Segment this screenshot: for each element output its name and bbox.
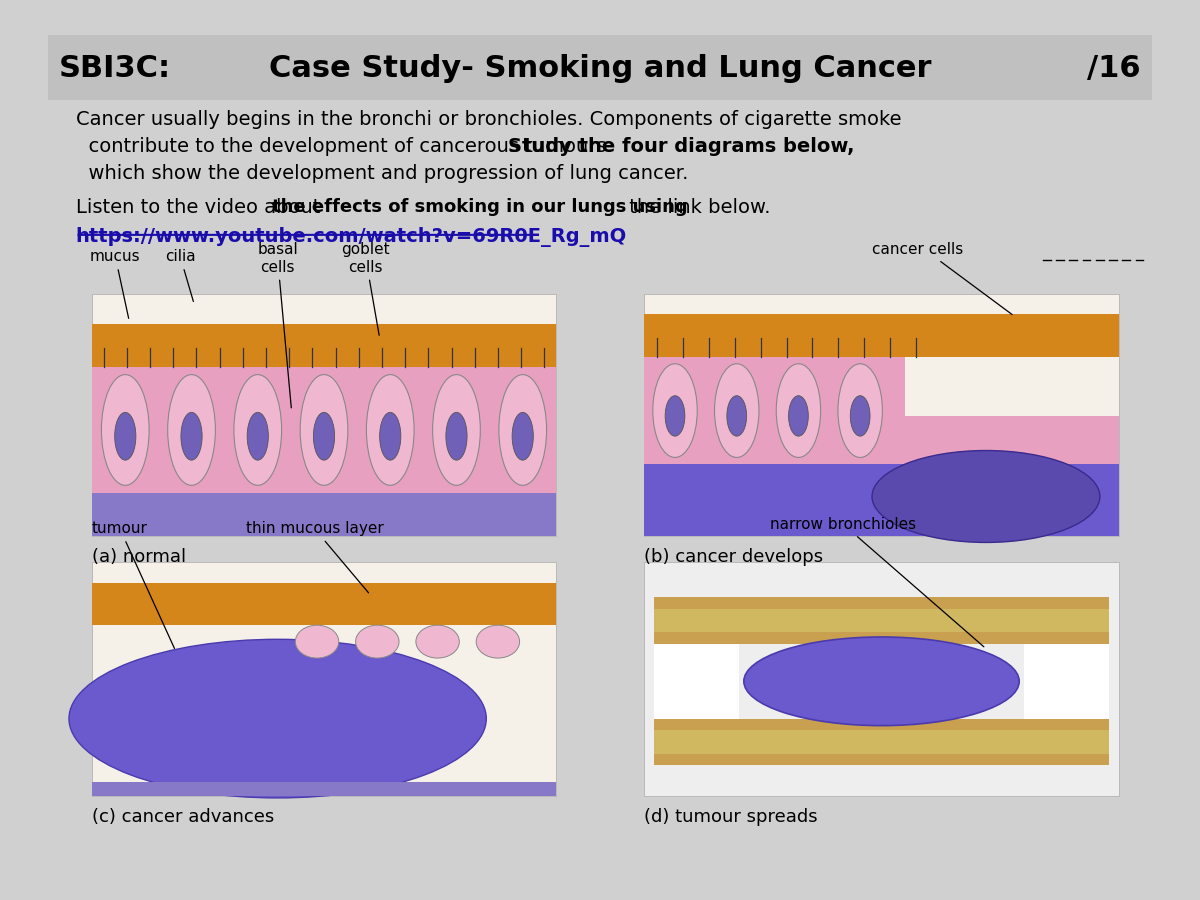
- Bar: [654, 718, 1109, 765]
- Ellipse shape: [851, 396, 870, 436]
- Ellipse shape: [313, 412, 335, 460]
- Ellipse shape: [727, 396, 746, 436]
- Ellipse shape: [499, 374, 546, 485]
- Ellipse shape: [776, 364, 821, 457]
- Bar: [644, 314, 1118, 357]
- Bar: [644, 357, 905, 464]
- Bar: [654, 609, 1109, 633]
- Ellipse shape: [433, 374, 480, 485]
- Bar: [92, 583, 556, 626]
- Text: Cancer usually begins in the bronchi or bronchioles. Components of cigarette smo: Cancer usually begins in the bronchi or …: [76, 111, 901, 130]
- Text: the link below.: the link below.: [623, 198, 770, 217]
- Ellipse shape: [168, 374, 215, 485]
- Bar: [92, 367, 556, 493]
- Text: (d) tumour spreads: (d) tumour spreads: [644, 807, 817, 825]
- Bar: [92, 781, 556, 796]
- Text: thin mucous layer: thin mucous layer: [246, 521, 384, 593]
- Bar: [654, 644, 739, 718]
- Ellipse shape: [68, 639, 486, 798]
- Bar: [92, 294, 556, 536]
- Ellipse shape: [512, 412, 533, 460]
- Ellipse shape: [744, 637, 1019, 725]
- Ellipse shape: [446, 412, 467, 460]
- Bar: [48, 35, 1152, 100]
- Bar: [1024, 644, 1109, 718]
- Ellipse shape: [181, 412, 202, 460]
- Ellipse shape: [788, 396, 809, 436]
- Ellipse shape: [476, 626, 520, 658]
- Ellipse shape: [714, 364, 758, 457]
- Text: Case Study- Smoking and Lung Cancer: Case Study- Smoking and Lung Cancer: [269, 54, 931, 83]
- Text: SBI3C:: SBI3C:: [59, 54, 172, 83]
- Ellipse shape: [247, 412, 269, 460]
- Text: mucus: mucus: [90, 249, 140, 319]
- Text: goblet
cells: goblet cells: [342, 242, 390, 336]
- Text: Listen to the video about: Listen to the video about: [76, 198, 326, 217]
- Ellipse shape: [355, 626, 400, 658]
- Bar: [92, 493, 556, 536]
- Bar: [92, 323, 556, 367]
- Text: cilia: cilia: [164, 249, 196, 302]
- Bar: [644, 464, 1118, 536]
- Text: https://www.youtube.com/watch?v=69R0E_Rg_mQ: https://www.youtube.com/watch?v=69R0E_Rg…: [76, 227, 626, 248]
- Bar: [654, 730, 1109, 753]
- Text: (a) normal: (a) normal: [92, 548, 186, 566]
- Ellipse shape: [295, 626, 338, 658]
- Ellipse shape: [872, 451, 1100, 543]
- Text: narrow bronchioles: narrow bronchioles: [770, 518, 984, 647]
- Bar: [905, 416, 1118, 464]
- Text: (b) cancer develops: (b) cancer develops: [644, 548, 823, 566]
- Text: /16: /16: [1087, 54, 1141, 83]
- Ellipse shape: [102, 374, 149, 485]
- Bar: [644, 562, 1118, 796]
- Ellipse shape: [115, 412, 136, 460]
- Text: contribute to the development of cancerous tumours.: contribute to the development of cancero…: [76, 137, 619, 157]
- Ellipse shape: [366, 374, 414, 485]
- Ellipse shape: [300, 374, 348, 485]
- Ellipse shape: [416, 626, 460, 658]
- Bar: [644, 294, 1118, 536]
- Text: (c) cancer advances: (c) cancer advances: [92, 807, 275, 825]
- Ellipse shape: [379, 412, 401, 460]
- Text: which show the development and progression of lung cancer.: which show the development and progressi…: [76, 164, 688, 183]
- Text: cancer cells: cancer cells: [872, 242, 964, 257]
- Text: tumour: tumour: [92, 521, 174, 648]
- Ellipse shape: [838, 364, 882, 457]
- Text: the effects of smoking in our lungs using: the effects of smoking in our lungs usin…: [272, 198, 688, 216]
- Text: basal
cells: basal cells: [257, 242, 298, 408]
- Ellipse shape: [234, 374, 282, 485]
- Bar: [654, 598, 1109, 644]
- Ellipse shape: [653, 364, 697, 457]
- Text: Study the four diagrams below,: Study the four diagrams below,: [509, 137, 854, 157]
- Ellipse shape: [665, 396, 685, 436]
- Bar: [92, 562, 556, 796]
